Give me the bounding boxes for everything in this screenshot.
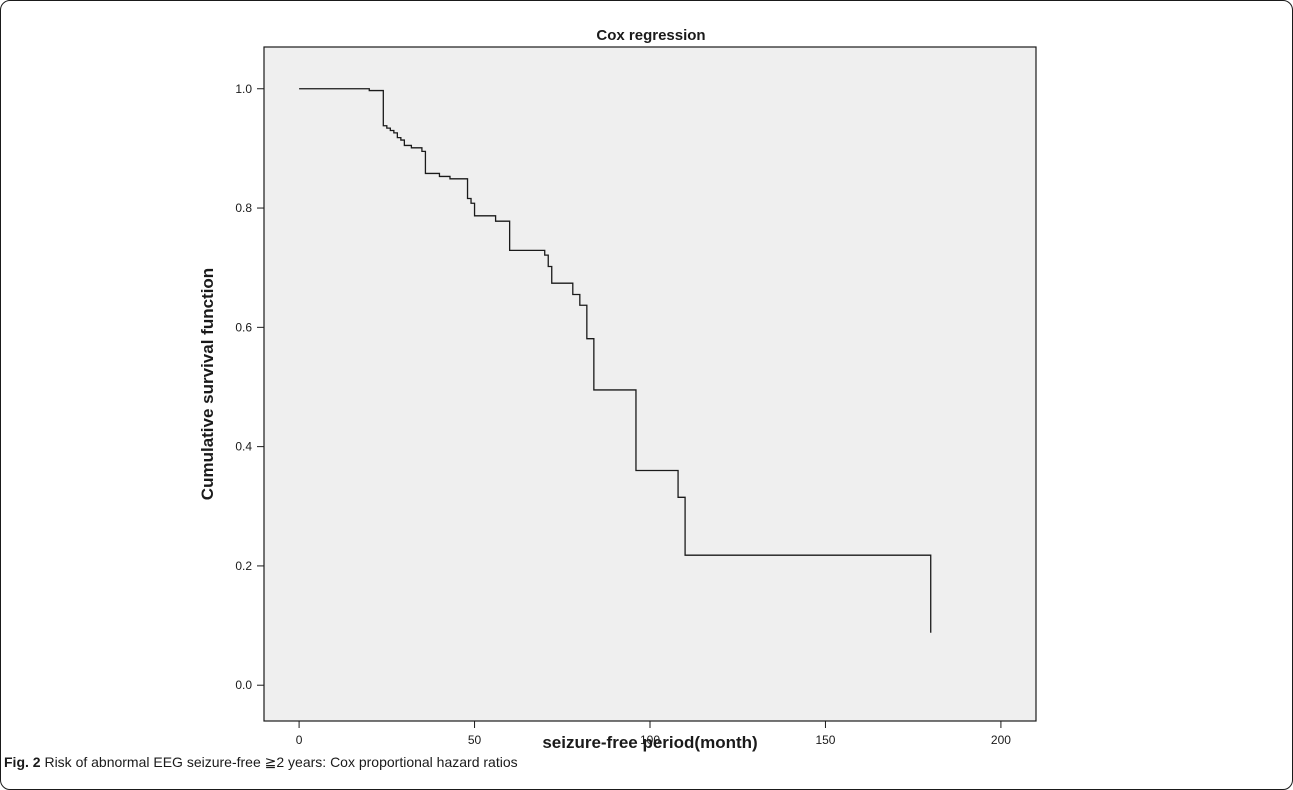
y-tick-label: 0.0 <box>235 678 252 692</box>
figure-label: Fig. 2 <box>4 754 41 770</box>
survival-chart: Cox regression 0.0 0.2 0.4 0.6 0.8 1.0 0 50 100… <box>198 27 1037 752</box>
chart-container: Cox regression 0.0 0.2 0.4 0.6 0.8 1.0 0 50 100… <box>198 27 1037 752</box>
survival-curve <box>299 88 932 633</box>
y-axis: 0.0 0.2 0.4 0.6 0.8 1.0 <box>235 82 264 692</box>
y-tick-label: 0.8 <box>235 201 252 215</box>
x-tick-label: 200 <box>991 733 1011 747</box>
x-tick-label: 150 <box>815 733 835 747</box>
chart-title: Cox regression <box>596 27 705 44</box>
x-tick-label: 50 <box>468 733 482 747</box>
y-axis-label: Cumulative survival function <box>198 268 217 500</box>
x-axis: 0 50 100 150 200 <box>296 721 1011 747</box>
y-tick-label: 0.2 <box>235 559 252 573</box>
y-tick-label: 0.4 <box>235 440 252 454</box>
x-tick-label: 100 <box>640 733 660 747</box>
x-axis-label: seizure-free period(month) <box>542 733 757 752</box>
plot-area <box>263 46 1037 722</box>
y-tick-label: 0.6 <box>235 320 252 334</box>
y-tick-label: 1.0 <box>235 82 252 96</box>
x-tick-label: 0 <box>296 733 303 747</box>
figure-caption-text: Risk of abnormal EEG seizure-free ≧2 yea… <box>40 754 518 770</box>
figure-caption: Fig. 2 Risk of abnormal EEG seizure-free… <box>4 754 518 771</box>
